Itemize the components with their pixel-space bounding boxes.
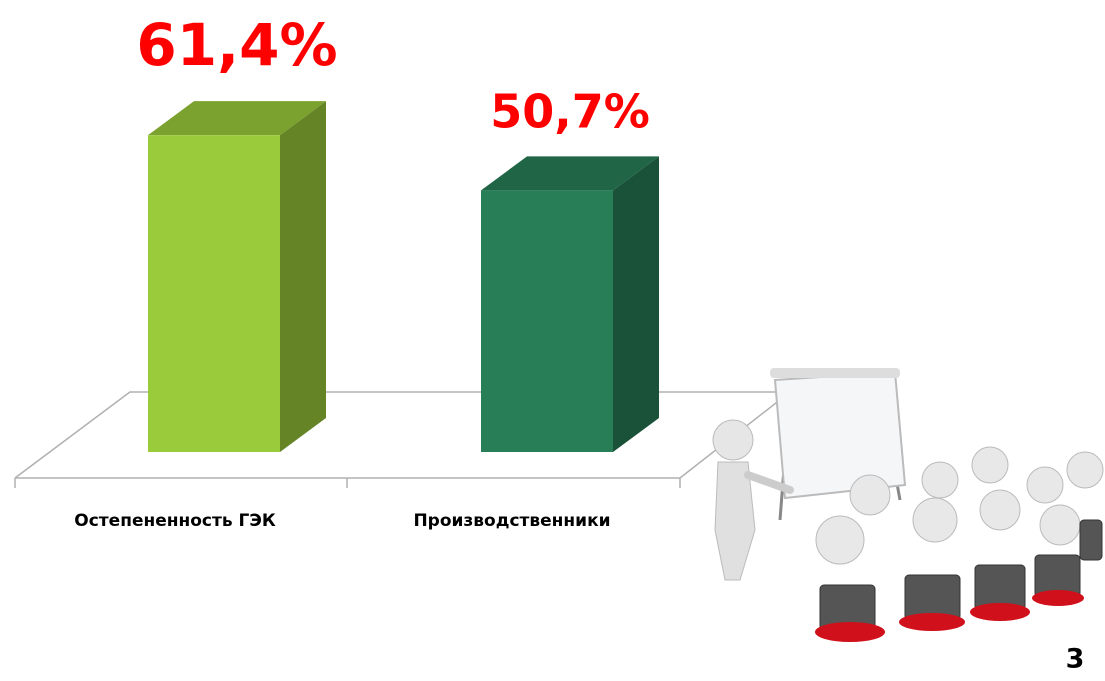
value-label: 50,7%: [490, 84, 650, 138]
bar-top: [148, 101, 326, 136]
category-label: Остепененность ГЭК: [74, 511, 276, 531]
page-number: 3: [1066, 644, 1085, 675]
bar-top: [481, 156, 659, 191]
floor-back: [14, 391, 790, 479]
bar-side: [613, 156, 659, 452]
floor: [14, 391, 791, 488]
value-label: 61,4%: [136, 11, 337, 79]
clipart: [712, 368, 1104, 642]
bar-side: [280, 101, 326, 453]
floor-front: [15, 391, 791, 479]
bar: [481, 190, 613, 452]
category-label: Производственники: [413, 511, 610, 531]
bar: [148, 135, 280, 452]
bars: [148, 101, 659, 453]
